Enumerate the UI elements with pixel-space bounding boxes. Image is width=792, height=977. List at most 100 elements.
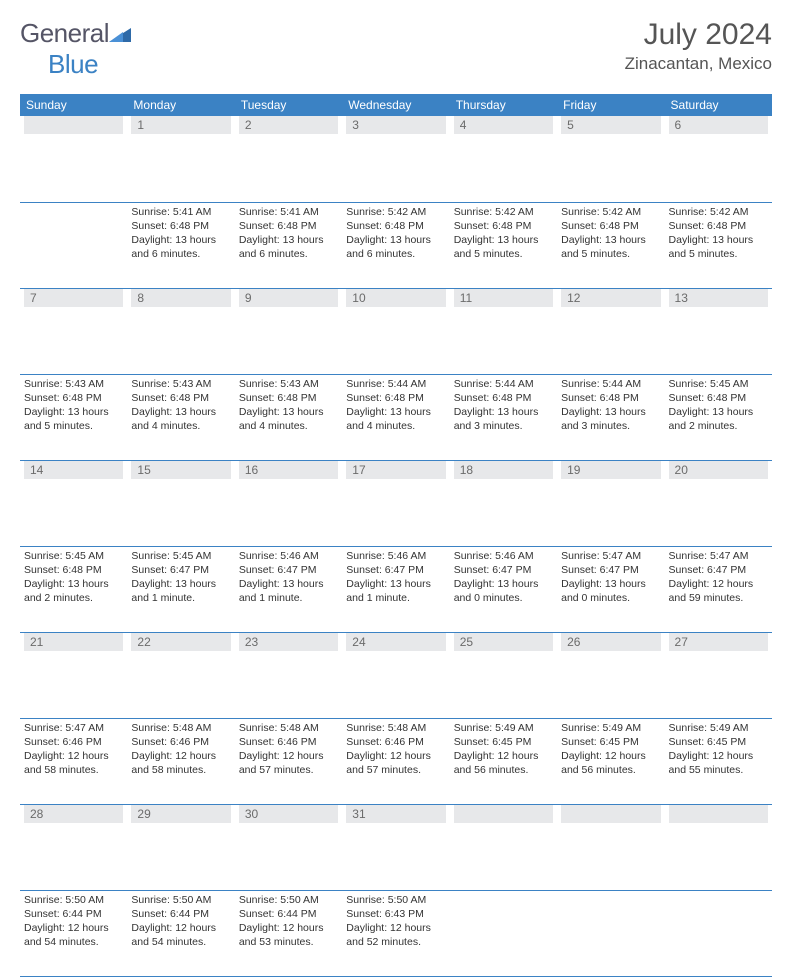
title-block: July 2024 Zinacantan, Mexico: [625, 18, 772, 74]
sunset-text: Sunset: 6:47 PM: [239, 563, 338, 577]
sunset-text: Sunset: 6:46 PM: [239, 735, 338, 749]
daynum-cell: 13: [665, 288, 772, 374]
day-number: [561, 805, 660, 823]
sunset-text: Sunset: 6:45 PM: [669, 735, 768, 749]
sunset-text: Sunset: 6:45 PM: [561, 735, 660, 749]
sunset-text: Sunset: 6:48 PM: [239, 391, 338, 405]
day-number: 23: [239, 633, 338, 651]
sunrise-text: Sunrise: 5:50 AM: [239, 893, 338, 907]
daynum-cell: 20: [665, 460, 772, 546]
sunset-text: Sunset: 6:46 PM: [346, 735, 445, 749]
day-number: 18: [454, 461, 553, 479]
day-details: Sunrise: 5:44 AMSunset: 6:48 PMDaylight:…: [346, 375, 445, 434]
day-cell: Sunrise: 5:42 AMSunset: 6:48 PMDaylight:…: [342, 202, 449, 288]
calendar-head: SundayMondayTuesdayWednesdayThursdayFrid…: [20, 94, 772, 116]
sunset-text: Sunset: 6:48 PM: [454, 219, 553, 233]
day-details: Sunrise: 5:42 AMSunset: 6:48 PMDaylight:…: [561, 203, 660, 262]
sunrise-text: Sunrise: 5:50 AM: [24, 893, 123, 907]
day-number: 14: [24, 461, 123, 479]
daylight-text: and 0 minutes.: [561, 591, 660, 605]
daylight-text: Daylight: 12 hours: [239, 921, 338, 935]
content-row: Sunrise: 5:47 AMSunset: 6:46 PMDaylight:…: [20, 718, 772, 804]
day-details: Sunrise: 5:44 AMSunset: 6:48 PMDaylight:…: [454, 375, 553, 434]
day-cell: Sunrise: 5:44 AMSunset: 6:48 PMDaylight:…: [342, 374, 449, 460]
day-details: Sunrise: 5:47 AMSunset: 6:46 PMDaylight:…: [24, 719, 123, 778]
sunset-text: Sunset: 6:48 PM: [561, 391, 660, 405]
day-cell: Sunrise: 5:49 AMSunset: 6:45 PMDaylight:…: [557, 718, 664, 804]
daylight-text: Daylight: 12 hours: [239, 749, 338, 763]
daylight-text: and 5 minutes.: [669, 247, 768, 261]
day-cell: Sunrise: 5:47 AMSunset: 6:46 PMDaylight:…: [20, 718, 127, 804]
day-cell: Sunrise: 5:43 AMSunset: 6:48 PMDaylight:…: [20, 374, 127, 460]
day-cell: Sunrise: 5:46 AMSunset: 6:47 PMDaylight:…: [342, 546, 449, 632]
day-details: Sunrise: 5:45 AMSunset: 6:48 PMDaylight:…: [669, 375, 768, 434]
daynum-cell: [450, 804, 557, 890]
day-details: Sunrise: 5:45 AMSunset: 6:48 PMDaylight:…: [24, 547, 123, 606]
sunset-text: Sunset: 6:46 PM: [24, 735, 123, 749]
daylight-text: Daylight: 13 hours: [346, 405, 445, 419]
day-cell: Sunrise: 5:48 AMSunset: 6:46 PMDaylight:…: [127, 718, 234, 804]
content-row: Sunrise: 5:50 AMSunset: 6:44 PMDaylight:…: [20, 890, 772, 976]
sunset-text: Sunset: 6:47 PM: [346, 563, 445, 577]
content-row: Sunrise: 5:41 AMSunset: 6:48 PMDaylight:…: [20, 202, 772, 288]
daylight-text: and 56 minutes.: [561, 763, 660, 777]
daylight-text: and 57 minutes.: [239, 763, 338, 777]
daylight-text: and 52 minutes.: [346, 935, 445, 949]
sunset-text: Sunset: 6:44 PM: [24, 907, 123, 921]
day-details: Sunrise: 5:49 AMSunset: 6:45 PMDaylight:…: [669, 719, 768, 778]
sunrise-text: Sunrise: 5:43 AM: [24, 377, 123, 391]
daylight-text: Daylight: 12 hours: [131, 921, 230, 935]
sunset-text: Sunset: 6:45 PM: [454, 735, 553, 749]
daylight-text: and 54 minutes.: [131, 935, 230, 949]
content-row: Sunrise: 5:45 AMSunset: 6:48 PMDaylight:…: [20, 546, 772, 632]
day-cell: Sunrise: 5:50 AMSunset: 6:43 PMDaylight:…: [342, 890, 449, 976]
daylight-text: Daylight: 13 hours: [131, 233, 230, 247]
day-cell: Sunrise: 5:43 AMSunset: 6:48 PMDaylight:…: [127, 374, 234, 460]
day-cell: Sunrise: 5:50 AMSunset: 6:44 PMDaylight:…: [20, 890, 127, 976]
daylight-text: Daylight: 13 hours: [24, 577, 123, 591]
sunrise-text: Sunrise: 5:47 AM: [669, 549, 768, 563]
day-details: Sunrise: 5:41 AMSunset: 6:48 PMDaylight:…: [239, 203, 338, 262]
day-number: 28: [24, 805, 123, 823]
day-number: 31: [346, 805, 445, 823]
daynum-cell: 30: [235, 804, 342, 890]
daynum-cell: 29: [127, 804, 234, 890]
day-details: Sunrise: 5:48 AMSunset: 6:46 PMDaylight:…: [346, 719, 445, 778]
day-details: Sunrise: 5:46 AMSunset: 6:47 PMDaylight:…: [239, 547, 338, 606]
sunset-text: Sunset: 6:48 PM: [669, 219, 768, 233]
daynum-cell: [20, 116, 127, 202]
daylight-text: Daylight: 13 hours: [561, 233, 660, 247]
sunset-text: Sunset: 6:48 PM: [669, 391, 768, 405]
day-number: 2: [239, 116, 338, 134]
weekday-header: Saturday: [665, 94, 772, 116]
daynum-cell: 4: [450, 116, 557, 202]
day-number: 30: [239, 805, 338, 823]
sunrise-text: Sunrise: 5:43 AM: [131, 377, 230, 391]
daylight-text: Daylight: 12 hours: [346, 749, 445, 763]
daylight-text: and 1 minute.: [346, 591, 445, 605]
sunrise-text: Sunrise: 5:49 AM: [561, 721, 660, 735]
sunrise-text: Sunrise: 5:49 AM: [454, 721, 553, 735]
calendar-body: 123456Sunrise: 5:41 AMSunset: 6:48 PMDay…: [20, 116, 772, 976]
day-number: 21: [24, 633, 123, 651]
daylight-text: Daylight: 12 hours: [24, 921, 123, 935]
sunset-text: Sunset: 6:48 PM: [24, 391, 123, 405]
daylight-text: Daylight: 13 hours: [346, 577, 445, 591]
day-number: 27: [669, 633, 768, 651]
day-number: 20: [669, 461, 768, 479]
daylight-text: Daylight: 13 hours: [454, 577, 553, 591]
sunset-text: Sunset: 6:47 PM: [131, 563, 230, 577]
sunrise-text: Sunrise: 5:49 AM: [669, 721, 768, 735]
daynum-cell: 25: [450, 632, 557, 718]
day-cell: Sunrise: 5:45 AMSunset: 6:48 PMDaylight:…: [20, 546, 127, 632]
daynum-cell: 18: [450, 460, 557, 546]
day-details: Sunrise: 5:48 AMSunset: 6:46 PMDaylight:…: [131, 719, 230, 778]
sunrise-text: Sunrise: 5:46 AM: [346, 549, 445, 563]
weekday-header: Wednesday: [342, 94, 449, 116]
daylight-text: Daylight: 12 hours: [24, 749, 123, 763]
daynum-cell: 14: [20, 460, 127, 546]
daylight-text: Daylight: 13 hours: [24, 405, 123, 419]
day-cell: Sunrise: 5:48 AMSunset: 6:46 PMDaylight:…: [235, 718, 342, 804]
daylight-text: Daylight: 12 hours: [561, 749, 660, 763]
day-number: [669, 805, 768, 823]
